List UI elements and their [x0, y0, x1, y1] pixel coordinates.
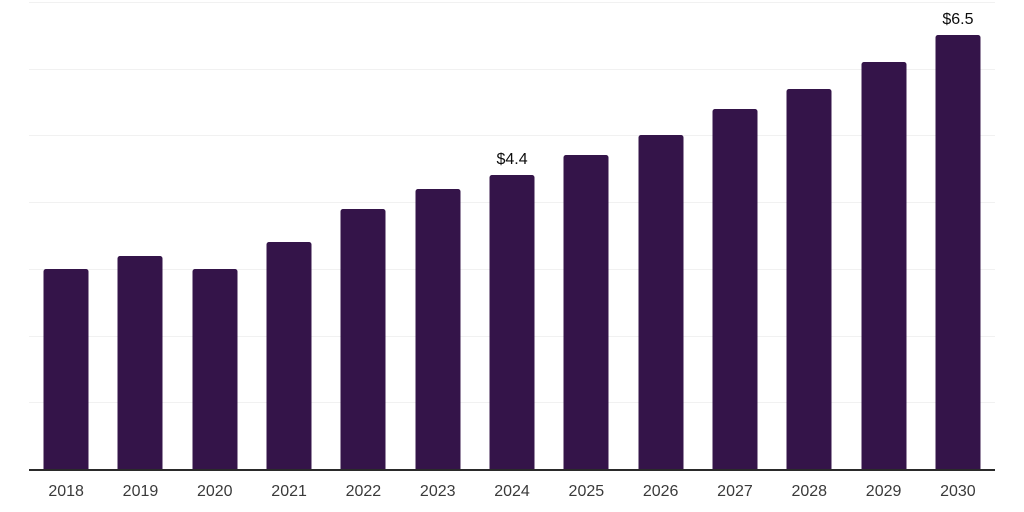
x-tick-label-2028: 2028 [791, 483, 828, 500]
data-label-2024: $4.4 [496, 151, 528, 169]
x-tick-label-2022: 2022 [345, 483, 382, 500]
bar-slot-2026 [624, 2, 698, 469]
bar-2028 [786, 88, 832, 469]
x-tick-label-2026: 2026 [642, 483, 679, 500]
bar-slot-2027 [698, 2, 772, 469]
bar-2020 [192, 268, 238, 469]
bar-2027 [712, 108, 758, 469]
data-label-2030: $6.5 [942, 11, 974, 29]
bar-2019 [117, 255, 163, 469]
bar-slot-2024: $4.4 [475, 2, 549, 469]
x-tick-label-2025: 2025 [568, 483, 605, 500]
bar-slot-2029 [846, 2, 920, 469]
bar-slot-2020 [178, 2, 252, 469]
bar-slot-2021 [252, 2, 326, 469]
x-tick-label-2021: 2021 [271, 483, 307, 500]
gridline [29, 135, 995, 137]
bar-2024 [489, 175, 535, 469]
x-tick-label-2023: 2023 [419, 483, 456, 500]
x-axis-labels: 2018 2019 2020 2021 2022 2023 2024 2025 2026 2027… [29, 483, 995, 501]
x-tick-label-2024: 2024 [494, 483, 530, 500]
bar-2023 [415, 188, 461, 469]
bar-2018 [43, 268, 89, 469]
bar-slot-2022 [326, 2, 400, 469]
bar-slot-2028 [772, 2, 846, 469]
bar-2026 [638, 135, 684, 469]
x-tick-label-2027: 2027 [717, 483, 753, 500]
x-tick-label-2019: 2019 [122, 483, 159, 500]
bar-2030 [935, 35, 981, 469]
gridline [29, 2, 995, 3]
bar-2029 [861, 62, 907, 469]
x-tick-label-2020: 2020 [196, 483, 233, 500]
bar-2025 [563, 155, 609, 469]
x-tick-label-2029: 2029 [865, 483, 902, 500]
bar-slot-2025 [549, 2, 623, 469]
bar-slot-2030: $6.5 [921, 2, 995, 469]
gridline [29, 68, 995, 70]
bar-series: $4.4 $6.5 [29, 2, 995, 469]
bar-2022 [340, 208, 386, 469]
x-tick-label-2030: 2030 [940, 483, 976, 500]
x-tick-label-2018: 2018 [48, 483, 84, 500]
bar-2021 [266, 242, 312, 469]
bar-slot-2023 [401, 2, 475, 469]
bar-slot-2018 [29, 2, 103, 469]
bar-slot-2019 [103, 2, 177, 469]
plot-area: $4.4 $6.5 [29, 2, 995, 471]
